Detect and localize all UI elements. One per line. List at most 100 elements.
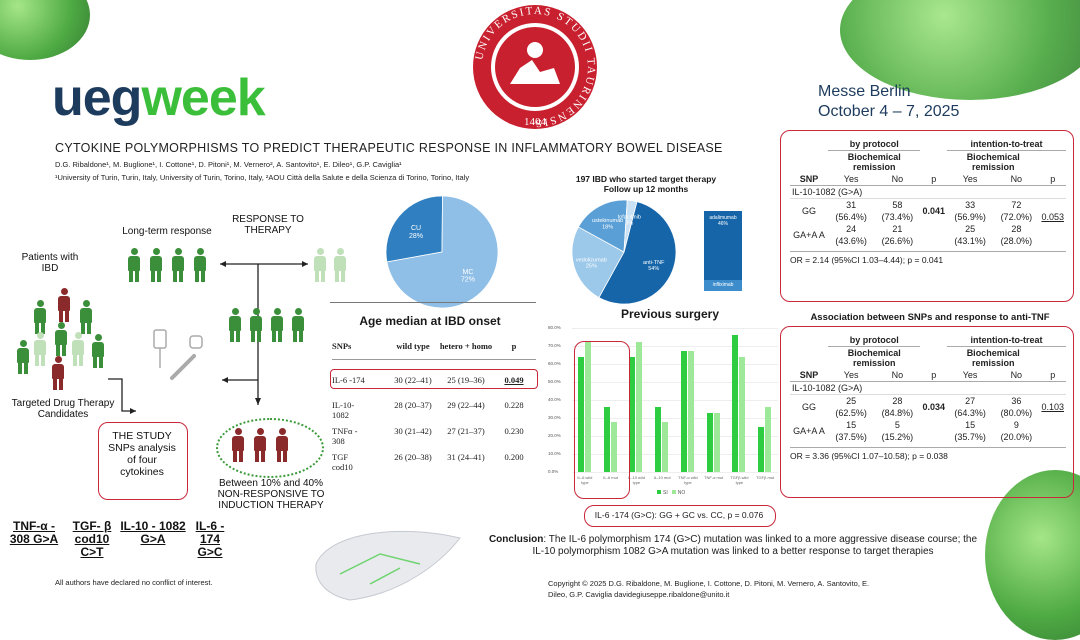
table-row: IL-6 -174 30 (22–41) 25 (19–36) 0.049 (332, 375, 524, 385)
x-tick-label: TGFβ mut (756, 475, 775, 480)
surgery-note-box (584, 505, 776, 527)
gridline (572, 418, 778, 419)
bar-si (603, 407, 610, 472)
pie-slice-ustekinumab (577, 199, 628, 253)
decorative-blob-top-left (0, 0, 90, 60)
bar-no (687, 351, 694, 472)
conclusion-text: : The IL-6 polymorphism 174 (G>C) mutati… (532, 534, 978, 557)
person-icon (52, 356, 64, 390)
gene-il6: IL-6 - 174 G>C (195, 519, 225, 559)
person-icon (194, 248, 206, 282)
pie-slice-label: vedolizumab 25% (576, 257, 607, 269)
gridline (572, 400, 778, 401)
pie-slice-label: MC 72% (461, 269, 475, 284)
table-row: GA+A A 24 21 25 28 (793, 224, 1022, 240)
bar-no (662, 421, 669, 472)
y-tick-label: 70.0% (548, 343, 561, 348)
gridline (572, 454, 778, 455)
pie-slice-tofacitinib (623, 199, 638, 253)
person-icon (17, 340, 29, 374)
gridline (572, 328, 778, 329)
patients-label: Patients with IBD (21, 252, 79, 274)
bar-si (629, 356, 636, 472)
person-icon (150, 248, 162, 282)
study-box (98, 422, 188, 500)
previous-surgery-chart: 0.0% 10.0% 20.0% 30.0% 40.0% 50.0% 60.0% 70.0% 8… (548, 325, 784, 504)
pie-chart-cu-mc: CU 28% MC 72% (385, 195, 499, 309)
age-table: SNPs wild type hetero + homo p IL-6 -174… (332, 333, 536, 478)
drug-icons (153, 329, 203, 380)
person-icon (254, 428, 266, 462)
affiliations: ¹University of Turin, Turin, Italy, Univ… (55, 173, 470, 182)
anti-tnf-breakdown: adalimumab 46% infliximab (704, 211, 742, 291)
y-tick-label: 20.0% (548, 433, 561, 438)
bar-si (680, 351, 687, 472)
bar-si (732, 335, 739, 472)
person-icon (314, 248, 326, 282)
person-icon (271, 308, 283, 342)
ueg-week-logo: uegweek (52, 68, 266, 128)
gene-tnf: TNF-α - 308 G>A (9, 519, 59, 546)
x-tick-label: IL-6 wild type (577, 475, 593, 485)
person-icon (276, 428, 288, 462)
x-tick-label: IL-6 mut (603, 475, 618, 480)
x-tick-label: TGFβ wild type (730, 475, 749, 485)
person-icon (232, 428, 244, 462)
pie-slice-vedolizumab (571, 226, 625, 299)
bar-si (706, 412, 713, 472)
person-icon (80, 300, 92, 334)
gridline (572, 472, 778, 473)
person-icon (34, 300, 46, 334)
bar-no (739, 356, 746, 472)
chart-title: Previous surgery (620, 307, 720, 321)
y-tick-label: 40.0% (548, 397, 561, 402)
pie-slice-label: CU 28% (409, 225, 423, 240)
bar-no (610, 421, 617, 472)
response-label: RESPONSE TO THERAPY (232, 214, 304, 236)
disclosure: All authors have declared no conflict of… (55, 578, 213, 587)
gridline (572, 346, 778, 347)
il6-highlight-box (574, 341, 630, 499)
conclusion-label: Conclusion (488, 534, 544, 545)
pie-chart-target-therapy: anti-TNF 54% vedolizumab 25% ustekinumab 18%t… (571, 199, 677, 305)
table-row: IL-10-1082 28 (20–37) 29 (22–44) 0.228 (332, 400, 524, 420)
long-term-label: Long-term response (122, 226, 212, 237)
bar-no (765, 407, 772, 472)
venue: Messe Berlin (818, 83, 911, 100)
gridline (572, 436, 778, 437)
person-icon (292, 308, 304, 342)
y-tick-label: 30.0% (548, 415, 561, 420)
table2-box (780, 326, 1074, 498)
table1: by protocol intention-to-treat Biochemica… (790, 138, 1066, 265)
surgery-note: IL-6 -174 (G>C): GG + GC vs. CC, p = 0.0… (594, 510, 764, 520)
table-row: TNFα - 308 30 (21–42) 27 (21–37) 0.230 (332, 426, 524, 446)
authors: D.G. Ribaldone¹, M. Buglione¹, I. Cotton… (55, 160, 402, 169)
gene-tgf: TGF- β cod10 C>T (72, 519, 112, 559)
y-tick-label: 0.0% (548, 469, 559, 474)
person-icon (55, 322, 67, 356)
pie-slice-label: tofacitinib 3% (618, 214, 641, 226)
x-tick-label: TNF-α wild type (678, 475, 698, 485)
x-tick-label: IL-10 wild type (627, 475, 645, 485)
y-tick-label: 60.0% (548, 361, 561, 366)
age-col-p: p (511, 341, 517, 351)
person-icon (334, 248, 346, 282)
pie-slice-cu (385, 195, 443, 263)
table1-box (780, 130, 1074, 302)
bar-no (713, 412, 720, 472)
pie-slice-mc (386, 195, 499, 309)
person-icon (58, 288, 70, 322)
table2-heading: Association between SNPs and response to… (810, 312, 1050, 323)
age-table-title: Age median at IBD onset (359, 314, 501, 328)
bar-si (655, 407, 662, 472)
person-icon (250, 308, 262, 342)
y-tick-label: 50.0% (548, 379, 561, 384)
table2-or: OR = 3.36 (95%CI 1.07–10.58); p = 0.038 (790, 447, 1066, 461)
gridline (572, 364, 778, 365)
pie-slice-label: ustekinumab 18% (592, 218, 623, 230)
table1-or: OR = 2.14 (95%CI 1.03–4.44); p = 0.041 (790, 251, 1066, 265)
table-row: GG 31 58 0.041 33 72 0.053 (801, 200, 1064, 222)
pie-slice-label: anti-TNF 54% (643, 260, 665, 272)
candidates-label: Targeted Drug Therapy Candidates (11, 398, 115, 420)
table2: by protocol intention-to-treat Biochemica… (790, 334, 1066, 461)
